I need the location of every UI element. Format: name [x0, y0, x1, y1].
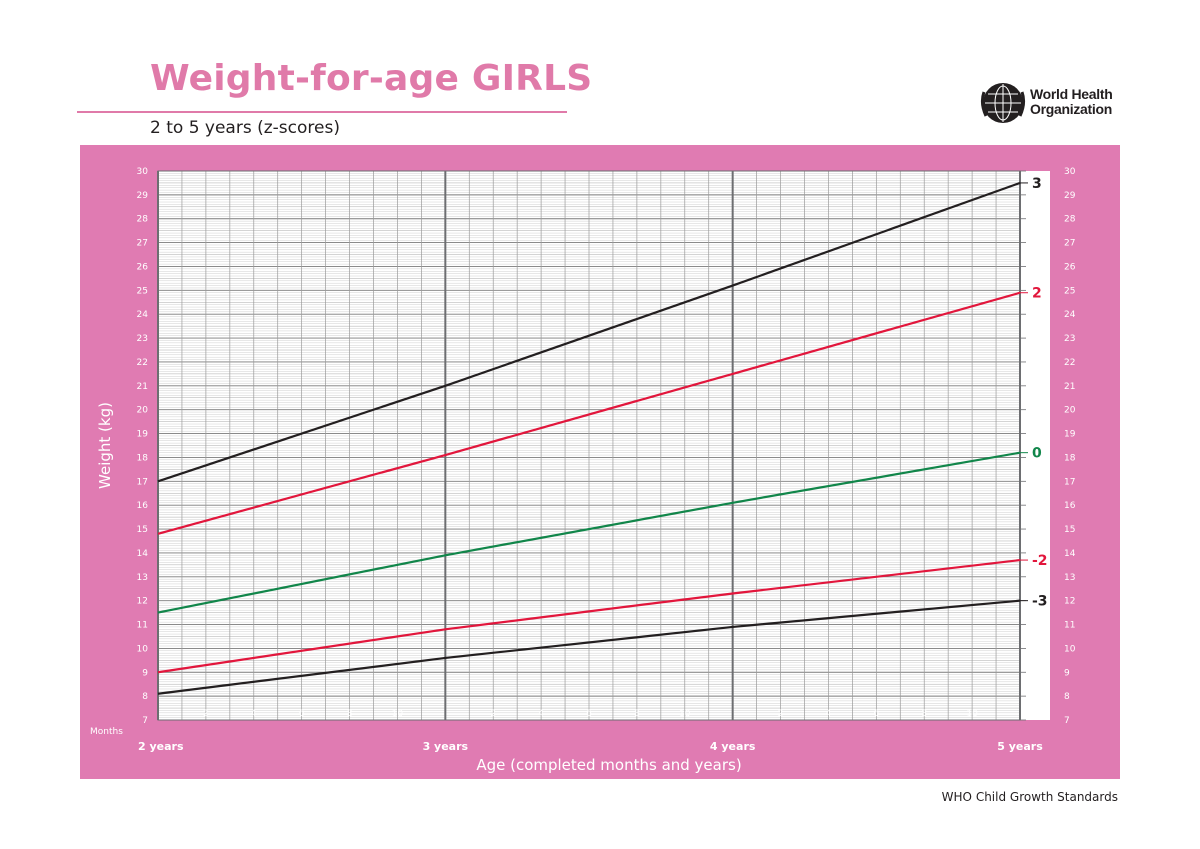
x-axis-label: Age (completed months and years) — [476, 756, 741, 774]
x-tick-label-month: 4 — [826, 709, 832, 719]
y-tick-label-right: 24 — [1064, 310, 1076, 320]
y-tick-label-right: 20 — [1064, 406, 1076, 416]
y-axis-label: Weight (kg) — [96, 402, 114, 489]
chart-panel: 7 7 8 8 9 9 10 10 11 11 12 12 13 13 14 14 15 15 16 16 17 17 18… — [80, 145, 1120, 779]
y-tick-label-right: 10 — [1064, 644, 1076, 654]
y-tick-label-right: 22 — [1064, 358, 1075, 368]
y-tick-label-right: 9 — [1064, 668, 1070, 678]
y-tick-label-right: 7 — [1064, 716, 1070, 726]
x-tick-label-year: 3 years — [423, 740, 469, 753]
series-label-z2: 2 — [1032, 286, 1042, 302]
y-tick-label-left: 17 — [137, 477, 148, 487]
y-tick-label-left: 14 — [137, 549, 149, 559]
y-tick-label-right: 26 — [1064, 262, 1076, 272]
x-tick-label-month: 4 — [538, 709, 544, 719]
series-label-z0: 0 — [1032, 446, 1042, 462]
y-tick-label-left: 24 — [137, 310, 149, 320]
x-tick-label-month: 10 — [679, 709, 691, 719]
y-tick-label-right: 25 — [1064, 286, 1075, 296]
y-tick-label-left: 19 — [137, 430, 149, 440]
plot-border — [157, 170, 1021, 721]
y-tick-label-right: 29 — [1064, 191, 1076, 201]
y-tick-label-left: 27 — [137, 239, 148, 249]
y-tick-label-left: 28 — [137, 215, 149, 225]
y-tick-label-left: 9 — [142, 668, 148, 678]
series-label-z-3: -3 — [1032, 594, 1048, 610]
x-tick-label-month: 8 — [347, 709, 353, 719]
series-label-z-2: -2 — [1032, 553, 1048, 569]
y-tick-label-right: 17 — [1064, 477, 1075, 487]
label-strip — [1020, 171, 1050, 720]
x-tick-label-month: 4 — [251, 709, 257, 719]
chart-title: Weight-for-age GIRLS — [150, 58, 593, 99]
y-tick-label-left: 25 — [137, 286, 148, 296]
x-tick-label-month: 2 — [203, 709, 209, 719]
title-underline — [77, 111, 567, 113]
y-tick-label-left: 21 — [137, 382, 148, 392]
y-tick-label-left: 13 — [137, 573, 148, 583]
y-tick-label-right: 14 — [1064, 549, 1076, 559]
y-tick-label-right: 13 — [1064, 573, 1075, 583]
x-tick-label-month: 2 — [490, 709, 496, 719]
y-tick-label-left: 20 — [137, 406, 149, 416]
x-tick-label-month: 2 — [778, 709, 784, 719]
y-tick-label-left: 10 — [137, 644, 149, 654]
chart-svg: 7 7 8 8 9 9 10 10 11 11 12 12 13 13 14 14 15 15 16 16 17 17 18… — [90, 167, 1076, 774]
y-tick-label-right: 15 — [1064, 525, 1075, 535]
y-tick-label-right: 27 — [1064, 239, 1075, 249]
y-tick-label-right: 21 — [1064, 382, 1075, 392]
x-tick-label-year: 4 years — [710, 740, 756, 753]
footer-text: WHO Child Growth Standards — [941, 790, 1118, 804]
y-tick-label-right: 8 — [1064, 692, 1070, 702]
x-tick-label-month: 8 — [634, 709, 640, 719]
x-tick-label-month: 6 — [873, 709, 879, 719]
y-tick-label-left: 11 — [137, 621, 148, 631]
y-tick-label-right: 18 — [1064, 453, 1076, 463]
y-tick-label-left: 29 — [137, 191, 149, 201]
y-tick-label-left: 23 — [137, 334, 148, 344]
y-tick-label-right: 12 — [1064, 597, 1075, 607]
x-tick-label-year: 2 years — [138, 740, 184, 753]
y-tick-label-right: 30 — [1064, 167, 1076, 177]
y-tick-label-left: 7 — [142, 716, 148, 726]
y-tick-label-left: 30 — [137, 167, 149, 177]
y-tick-label-right: 28 — [1064, 215, 1076, 225]
who-name: World Health Organization — [1030, 86, 1113, 117]
series-line-z2 — [157, 291, 1021, 535]
y-tick-label-left: 22 — [137, 358, 148, 368]
series-line-z-2 — [157, 558, 1021, 674]
series-line-z0 — [157, 451, 1021, 614]
y-tick-label-right: 16 — [1064, 501, 1076, 511]
x-tick-label-month: 6 — [586, 709, 592, 719]
x-tick-label-month: 8 — [921, 709, 927, 719]
series-line-z-3 — [157, 599, 1021, 695]
y-tick-label-left: 15 — [137, 525, 148, 535]
chart-subtitle: 2 to 5 years (z-scores) — [150, 118, 340, 138]
who-logo: World Health Organization — [980, 80, 1130, 126]
y-tick-label-left: 18 — [137, 453, 149, 463]
y-tick-label-left: 16 — [137, 501, 149, 511]
y-tick-label-left: 26 — [137, 262, 149, 272]
who-emblem-icon — [980, 83, 1026, 123]
x-tick-label-month: 10 — [392, 709, 404, 719]
x-unit-label: Months — [90, 727, 123, 737]
y-tick-label-right: 11 — [1064, 621, 1075, 631]
y-tick-label-left: 8 — [142, 692, 148, 702]
y-tick-label-right: 19 — [1064, 430, 1076, 440]
series-label-z3: 3 — [1032, 176, 1042, 192]
x-tick-label-month: 6 — [299, 709, 305, 719]
series-line-z3 — [157, 181, 1021, 483]
y-tick-label-right: 23 — [1064, 334, 1075, 344]
x-tick-label-month: 10 — [966, 709, 978, 719]
x-tick-label-year: 5 years — [997, 740, 1043, 753]
y-tick-label-left: 12 — [137, 597, 148, 607]
